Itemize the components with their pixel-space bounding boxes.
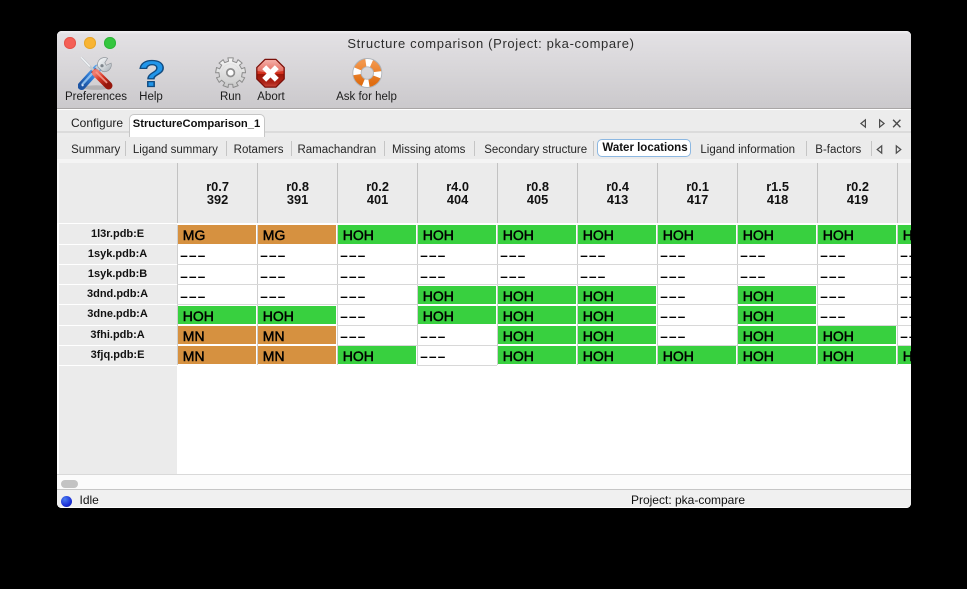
svg-text:?: ? [139, 57, 165, 91]
svg-text:?: ? [139, 57, 165, 91]
